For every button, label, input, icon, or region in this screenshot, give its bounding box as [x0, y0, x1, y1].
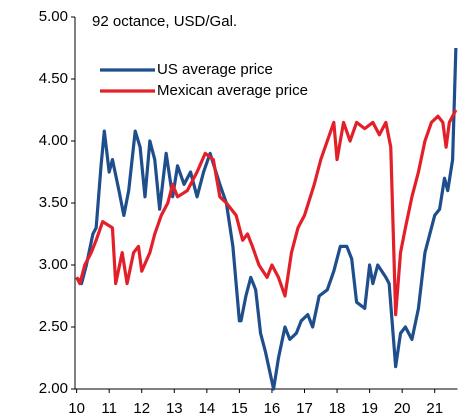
series-line [75, 109, 458, 317]
y-tick-label: 3.00 [39, 256, 68, 273]
x-tick-label: 19 [361, 400, 378, 417]
x-tick-label: 14 [198, 400, 215, 417]
y-tick-label: 4.50 [39, 70, 68, 87]
y-tick-label: 5.00 [39, 8, 68, 25]
x-tick-label: 16 [264, 400, 281, 417]
y-tick-label: 2.50 [39, 318, 68, 335]
x-tick-label: 12 [133, 400, 150, 417]
series-line [75, 47, 458, 391]
x-tick-label: 21 [426, 400, 443, 417]
annotation: 92 octance, USD/Gal. [92, 13, 237, 30]
x-tick-label: 10 [68, 400, 85, 417]
legend-label: US average price [157, 61, 273, 78]
x-tick-label: 18 [329, 400, 346, 417]
x-tick-label: 20 [394, 400, 411, 417]
x-tick-label: 15 [231, 400, 248, 417]
x-tick-label: 17 [296, 400, 313, 417]
y-tick-label: 4.00 [39, 132, 68, 149]
legend-label: Mexican average price [157, 82, 308, 99]
y-tick-label: 3.50 [39, 194, 68, 211]
x-tick-label: 11 [101, 400, 117, 417]
y-tick-label: 2.00 [39, 380, 68, 397]
x-tick-label: 13 [166, 400, 183, 417]
